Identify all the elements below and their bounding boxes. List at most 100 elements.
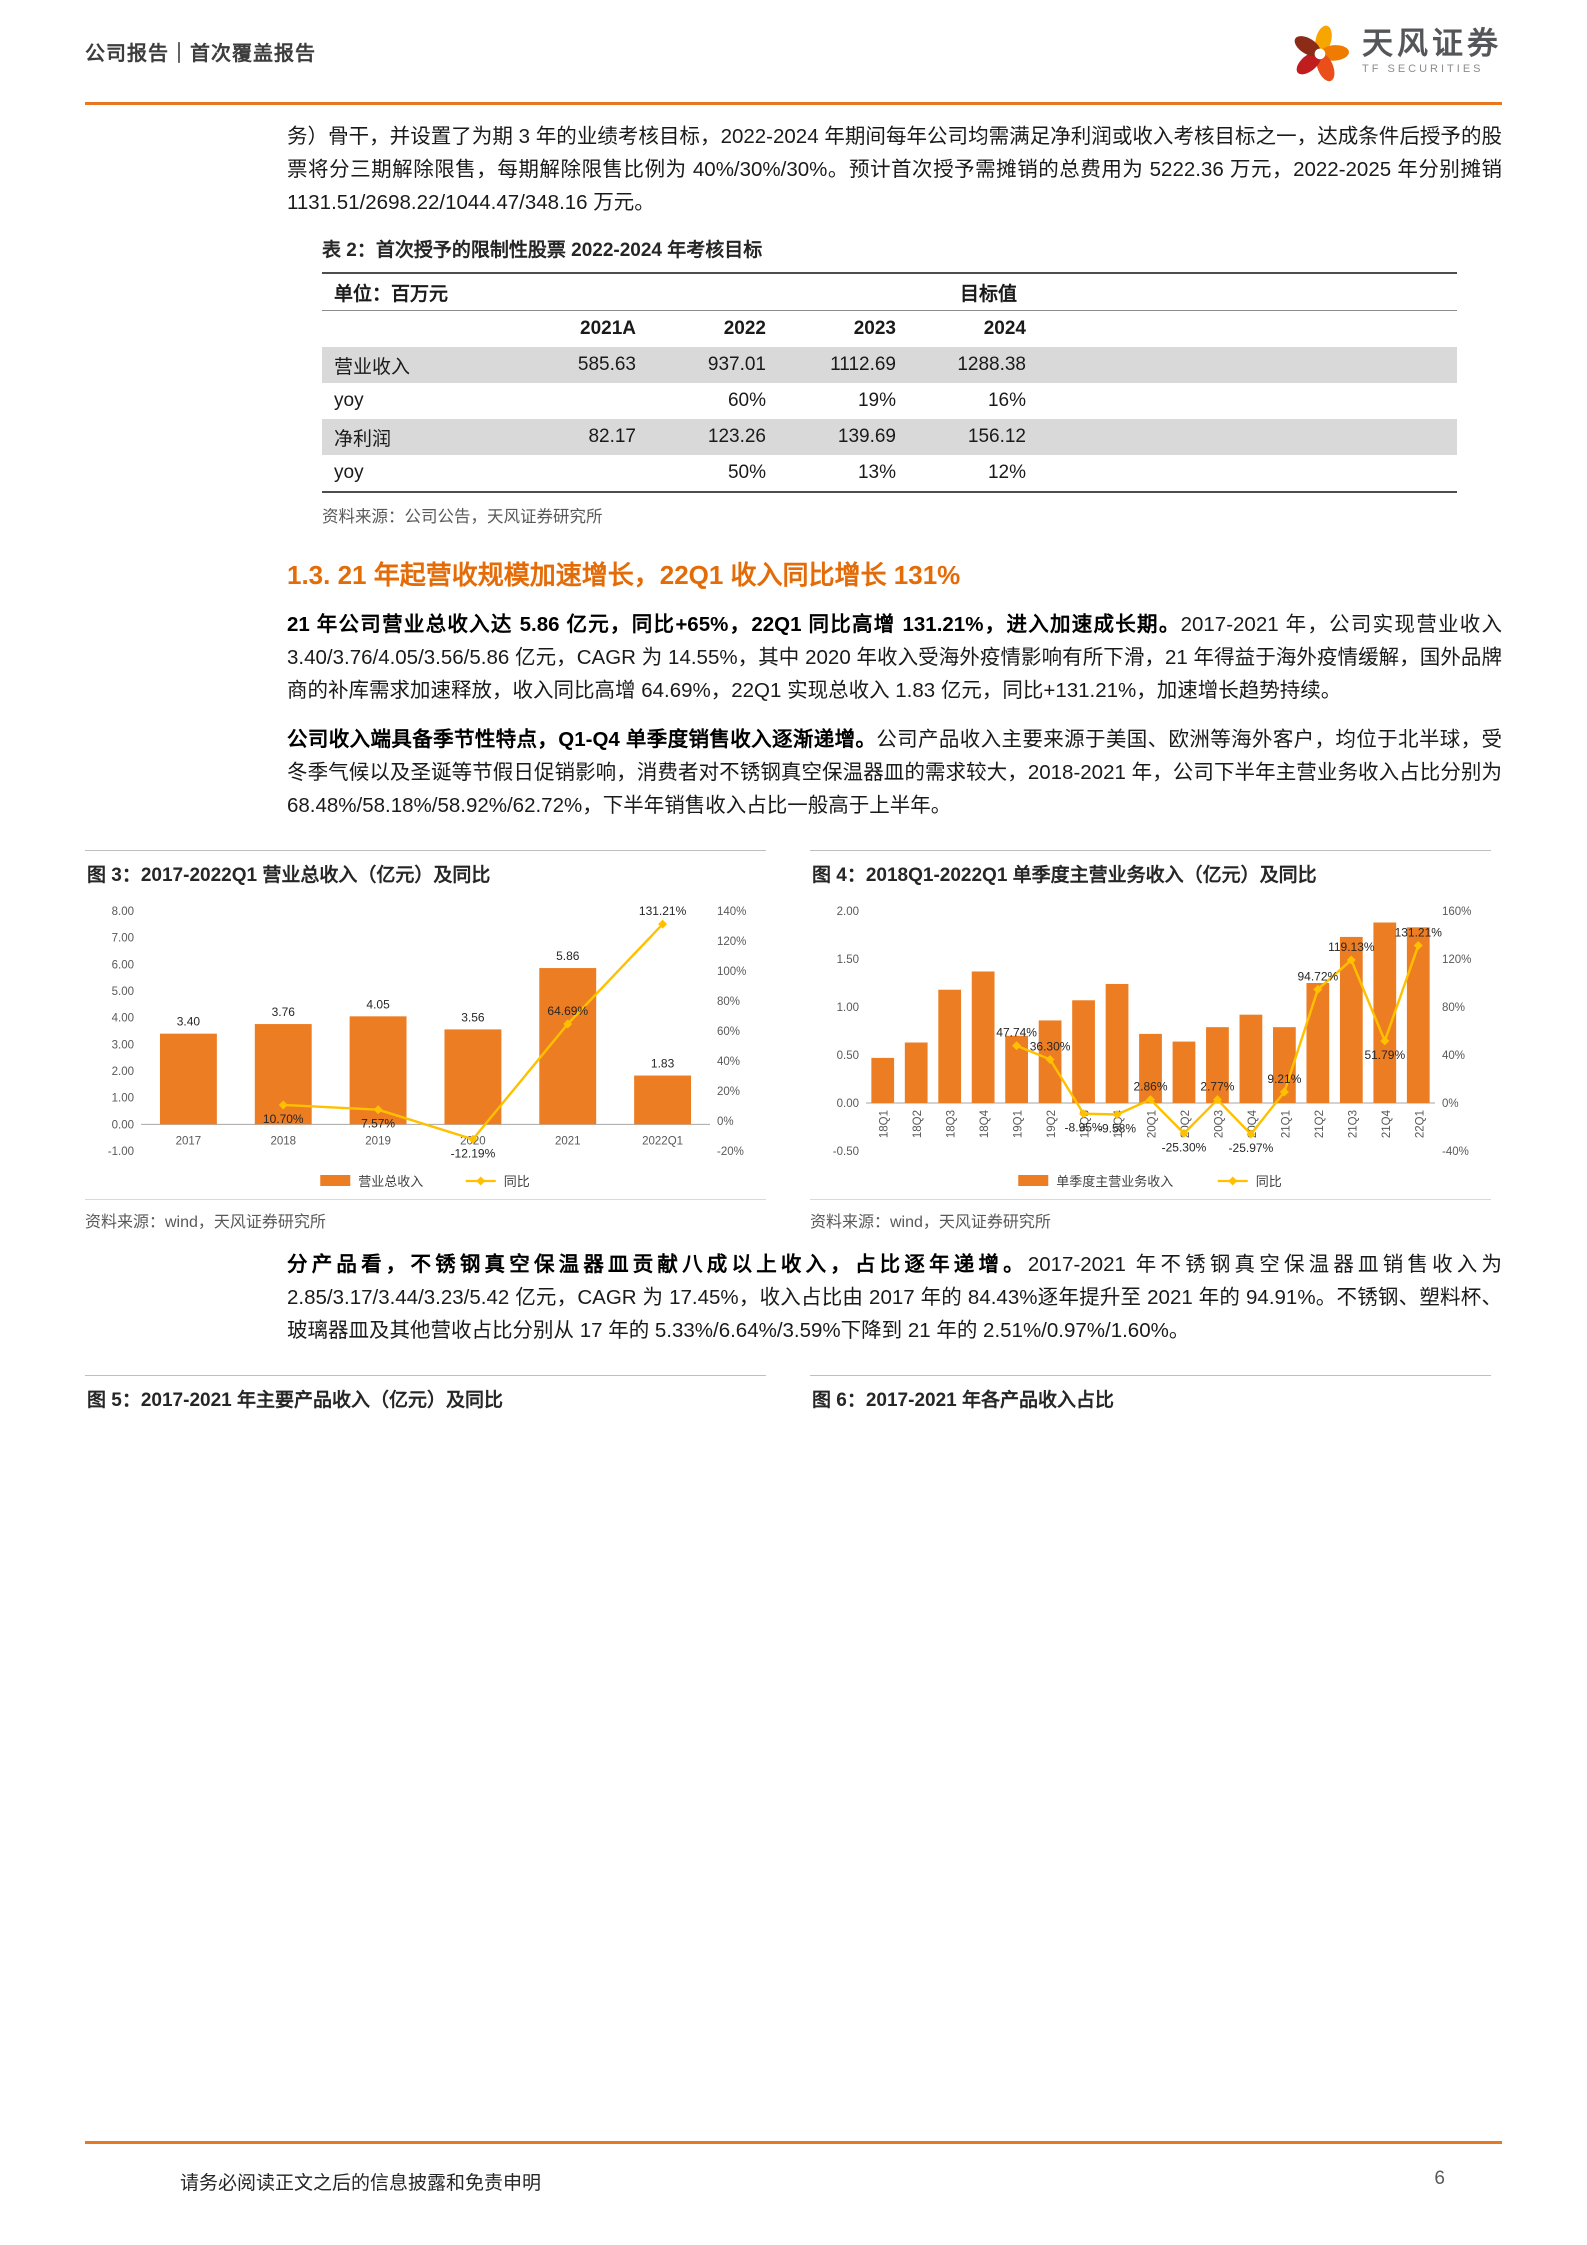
- svg-text:1.00: 1.00: [112, 1093, 134, 1105]
- brand-name: 天风证券: [1362, 25, 1502, 61]
- svg-text:2.86%: 2.86%: [1133, 1080, 1167, 1094]
- table-row-revenue-yoy: yoy 60% 19% 16%: [322, 383, 1457, 419]
- quarterly-revenue-chart: 2.00 1.50 1.00 0.50 0.00 -0.50 160% 120% 80% 40% 0…: [833, 906, 1472, 1189]
- svg-text:5.00: 5.00: [112, 986, 134, 998]
- table-cell: [1038, 419, 1457, 455]
- breadcrumb: 公司报告｜首次覆盖报告: [85, 42, 316, 65]
- svg-text:160%: 160%: [1442, 906, 1471, 918]
- svg-text:94.72%: 94.72%: [1298, 969, 1339, 983]
- table-cell: 937.01: [707, 354, 766, 375]
- svg-text:40%: 40%: [717, 1056, 740, 1068]
- figures-row-2: 图 5：2017-2021 年主要产品收入（亿元）及同比 图 6：2017-20…: [85, 1375, 1502, 1420]
- figure4-source: 资料来源：wind，天风证券研究所: [810, 1199, 1491, 1232]
- table-cell: yoy: [334, 462, 364, 483]
- col-header-2021a: 2021A: [580, 318, 636, 339]
- svg-text:2.00: 2.00: [837, 906, 859, 918]
- svg-text:-0.50: -0.50: [833, 1146, 859, 1158]
- page-header: 公司报告｜首次覆盖报告 天风证券 TF SECURITIES: [85, 0, 1502, 105]
- svg-text:4.00: 4.00: [112, 1013, 134, 1025]
- table-cell: [1038, 347, 1457, 383]
- svg-text:21Q2: 21Q2: [1314, 1110, 1326, 1138]
- svg-text:19Q1: 19Q1: [1013, 1110, 1025, 1138]
- figure4-title: 图 4：2018Q1-2022Q1 单季度主营业务收入（亿元）及同比: [810, 850, 1491, 895]
- table-row-revenue: 营业收入 585.63 937.01 1112.69 1288.38: [322, 347, 1457, 383]
- page-number: 6: [1434, 2168, 1445, 2189]
- table-cell: [520, 383, 648, 419]
- table-row-profit-yoy: yoy 50% 13% 12%: [322, 455, 1457, 492]
- table-cell: 12%: [987, 462, 1026, 483]
- svg-text:1.83: 1.83: [651, 1057, 675, 1071]
- brand-logo: 天风证券 TF SECURITIES: [1288, 20, 1502, 82]
- svg-text:2022Q1: 2022Q1: [642, 1135, 683, 1147]
- para-lead: 分产品看，不锈钢真空保温器皿贡献八成以上收入，占比逐年递增。: [287, 1253, 1028, 1276]
- para-body: 2017-2021 年不锈钢真空保温器皿销售收入为 2.85/3.17/3.44…: [287, 1253, 1502, 1342]
- svg-text:19Q2: 19Q2: [1046, 1110, 1058, 1138]
- para-body: 2017-2021 年，公司实现营业收入 3.40/3.76/4.05/3.56…: [287, 613, 1502, 702]
- svg-text:120%: 120%: [717, 936, 746, 948]
- svg-text:18Q2: 18Q2: [912, 1110, 924, 1138]
- svg-text:2018: 2018: [270, 1135, 296, 1147]
- svg-text:20Q1: 20Q1: [1147, 1110, 1159, 1138]
- table-header-row: 单位：百万元 目标值: [322, 273, 1457, 311]
- svg-text:3.00: 3.00: [112, 1039, 134, 1051]
- svg-text:2017: 2017: [176, 1135, 202, 1147]
- svg-text:0.00: 0.00: [112, 1119, 134, 1131]
- svg-text:-40%: -40%: [1442, 1146, 1469, 1158]
- para-body: 公司产品收入主要来源于美国、欧洲等海外客户，均位于北半球，受冬季气候以及圣诞等节…: [287, 728, 1503, 817]
- growth-paragraph: 21 年公司营业总收入达 5.86 亿元，同比+65%，22Q1 同比高增 13…: [287, 608, 1502, 707]
- svg-text:-20%: -20%: [717, 1146, 744, 1158]
- table-cell: 585.63: [577, 354, 636, 375]
- svg-text:同比: 同比: [504, 1174, 530, 1189]
- svg-text:64.69%: 64.69%: [547, 1004, 588, 1018]
- svg-text:7.57%: 7.57%: [361, 1117, 395, 1131]
- table-group-header: 目标值: [520, 273, 1457, 311]
- svg-text:140%: 140%: [717, 906, 746, 918]
- table-cell: [520, 455, 648, 492]
- table-cell: 19%: [857, 390, 896, 411]
- svg-text:3.56: 3.56: [461, 1010, 485, 1024]
- table-cell: 123.26: [707, 426, 766, 447]
- svg-text:-25.30%: -25.30%: [1162, 1140, 1207, 1154]
- svg-text:40%: 40%: [1442, 1050, 1465, 1062]
- table-cell: 营业收入: [334, 356, 411, 378]
- table-cell: 1112.69: [830, 354, 896, 375]
- svg-text:5.86: 5.86: [556, 949, 580, 963]
- svg-text:2.77%: 2.77%: [1200, 1080, 1234, 1094]
- performance-target-table: 单位：百万元 目标值 2021A 2022 2023 2024 营业收入 585…: [322, 272, 1457, 493]
- table-cell: 82.17: [588, 426, 636, 447]
- col-header-2023: 2023: [853, 318, 896, 339]
- svg-text:同比: 同比: [1256, 1174, 1282, 1189]
- svg-text:营业总收入: 营业总收入: [358, 1174, 423, 1189]
- svg-text:2019: 2019: [365, 1135, 391, 1147]
- svg-text:1.00: 1.00: [837, 1002, 859, 1014]
- svg-text:3.40: 3.40: [177, 1015, 201, 1029]
- table-cell: 139.69: [837, 426, 896, 447]
- brand-subtitle: TF SECURITIES: [1362, 63, 1484, 76]
- svg-text:0%: 0%: [717, 1116, 734, 1128]
- svg-text:0.00: 0.00: [837, 1098, 859, 1110]
- figure5: 图 5：2017-2021 年主要产品收入（亿元）及同比: [85, 1375, 766, 1420]
- svg-text:-9.58%: -9.58%: [1098, 1121, 1136, 1135]
- table-cell: [322, 311, 520, 348]
- table-cell: 净利润: [334, 428, 392, 450]
- svg-text:131.21%: 131.21%: [639, 904, 687, 918]
- col-header-2022: 2022: [723, 318, 766, 339]
- table-cell: 16%: [987, 390, 1026, 411]
- svg-text:3.76: 3.76: [272, 1005, 296, 1019]
- figure3: 图 3：2017-2022Q1 营业总收入（亿元）及同比 8.00 7.00 6.0…: [85, 850, 766, 1232]
- product-mix-paragraph: 分产品看，不锈钢真空保温器皿贡献八成以上收入，占比逐年递增。2017-2021 …: [287, 1248, 1502, 1347]
- svg-text:2021: 2021: [555, 1135, 581, 1147]
- table-cell: 1288.38: [957, 354, 1026, 375]
- svg-text:-1.00: -1.00: [108, 1146, 134, 1158]
- svg-text:120%: 120%: [1442, 954, 1471, 966]
- page-content: 务）骨干，并设置了为期 3 年的业绩考核目标，2022-2024 年期间每年公司…: [85, 104, 1502, 1420]
- svg-text:0%: 0%: [1442, 1098, 1459, 1110]
- disclaimer-text: 请务必阅读正文之后的信息披露和免责申明: [180, 2173, 542, 2194]
- figure5-title: 图 5：2017-2021 年主要产品收入（亿元）及同比: [85, 1375, 766, 1420]
- para-lead: 公司收入端具备季节性特点，Q1-Q4 单季度销售收入逐渐递增。: [287, 728, 877, 751]
- figure3-source: 资料来源：wind，天风证券研究所: [85, 1199, 766, 1232]
- para-lead: 21 年公司营业总收入达 5.86 亿元，同比+65%，22Q1 同比高增 13…: [287, 613, 1181, 636]
- svg-text:8.00: 8.00: [112, 906, 134, 918]
- brand-text: 天风证券 TF SECURITIES: [1362, 25, 1502, 76]
- svg-text:2.00: 2.00: [112, 1066, 134, 1078]
